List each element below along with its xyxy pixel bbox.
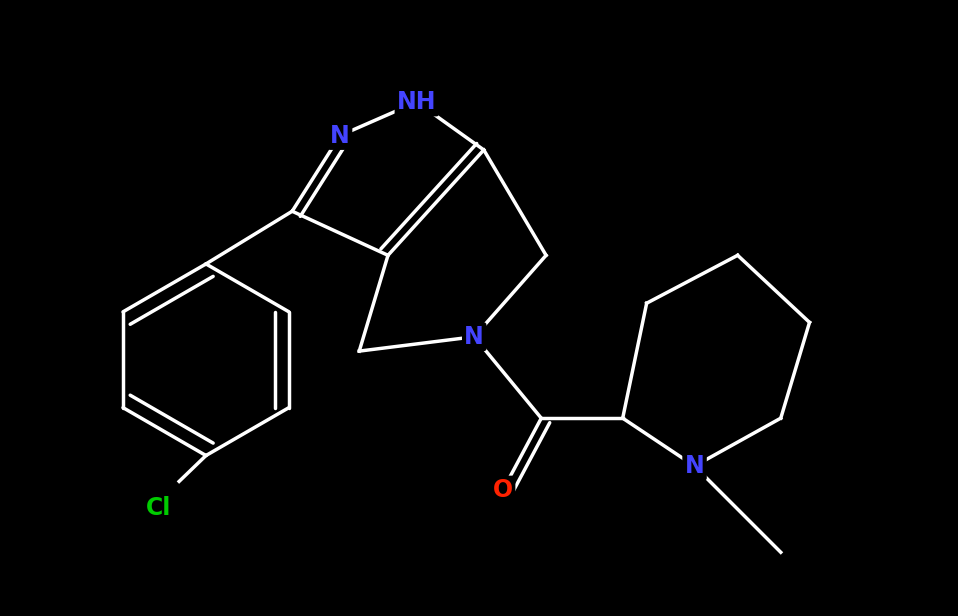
Text: N: N bbox=[685, 454, 704, 478]
Text: Cl: Cl bbox=[146, 496, 171, 521]
Text: N: N bbox=[465, 325, 484, 349]
Text: NH: NH bbox=[397, 90, 437, 114]
Text: O: O bbox=[492, 478, 513, 502]
Text: N: N bbox=[331, 124, 350, 148]
